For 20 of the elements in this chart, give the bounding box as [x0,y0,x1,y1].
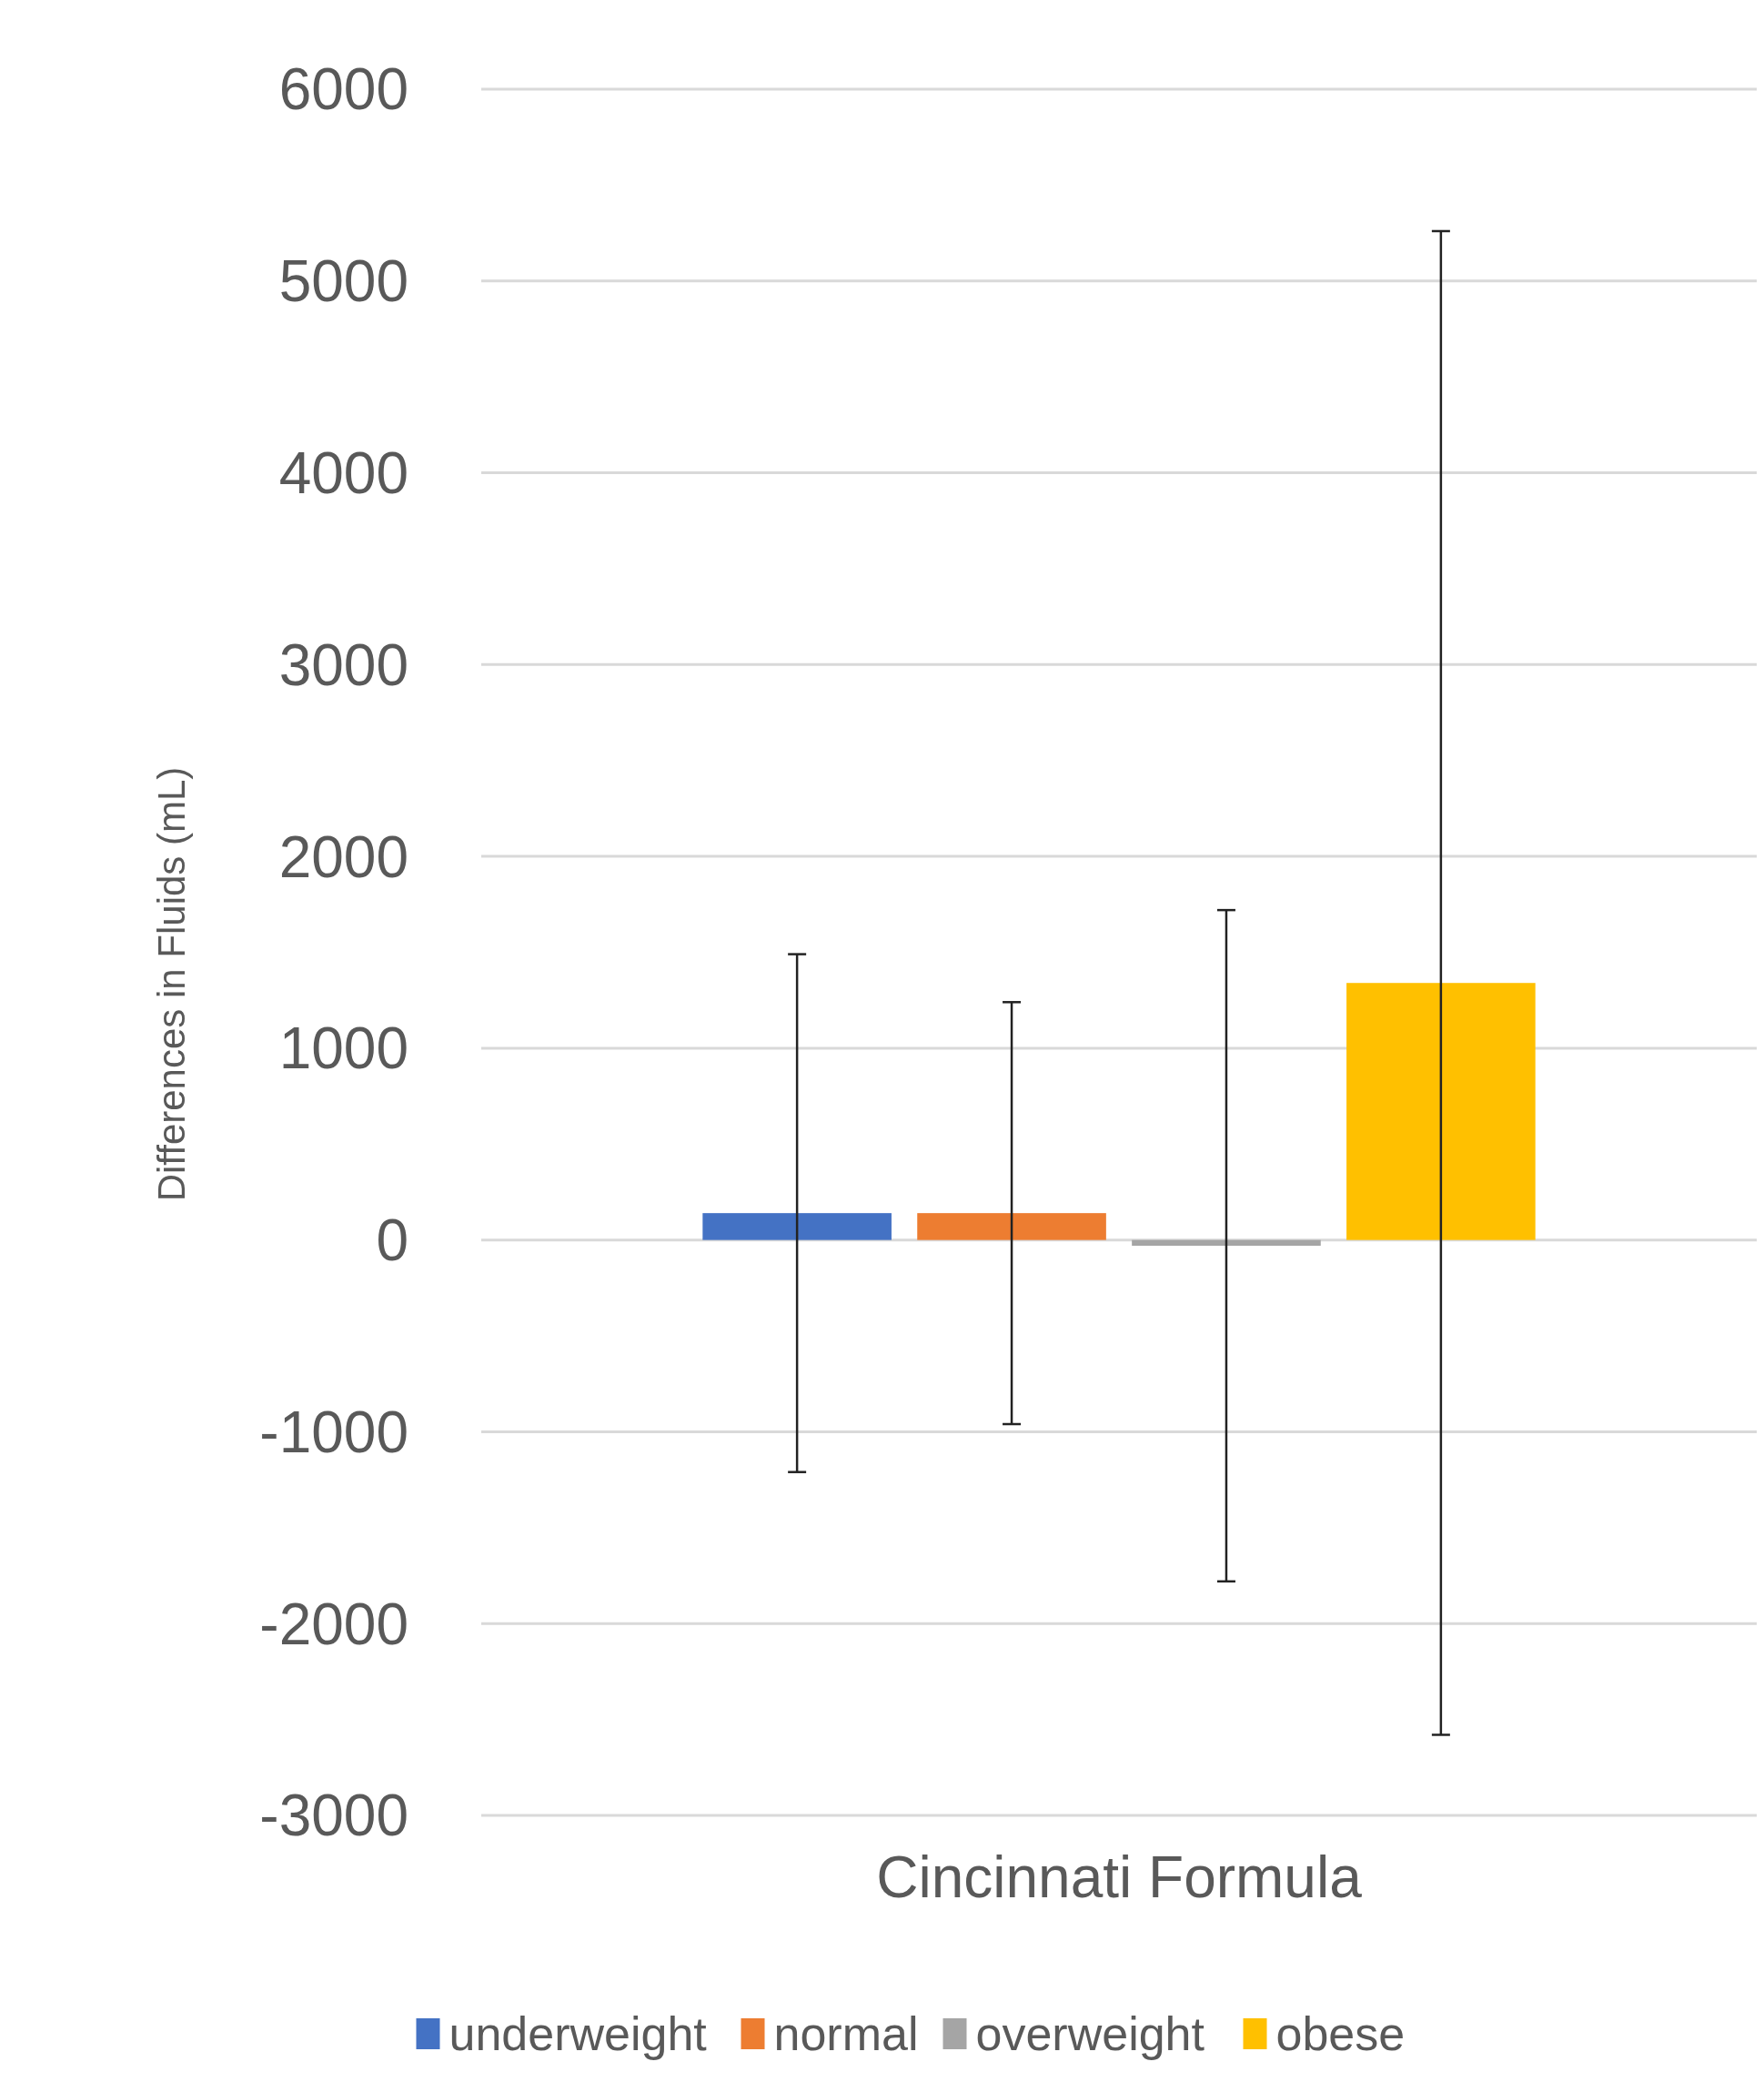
y-tick-label: 2000 [278,824,408,890]
y-tick-label: -3000 [259,1783,408,1849]
y-tick-label: 4000 [278,440,408,506]
bar [702,1213,892,1240]
y-tick-label: -1000 [259,1399,408,1465]
x-tick-label: Cincinnati Formula [876,1844,1363,1910]
legend-label: normal [773,2007,919,2061]
y-tick-label: 6000 [278,56,408,123]
y-tick-label: 5000 [278,248,408,315]
legend-label: obese [1275,2007,1406,2061]
y-tick-label: 0 [376,1208,408,1274]
bar [917,1213,1106,1240]
legend-label: overweight [975,2007,1205,2061]
y-axis-title: Differences in Fluids (mL) [150,766,193,1202]
bar [1132,1239,1321,1246]
y-tick-label: 1000 [278,1016,408,1082]
y-tick-label: 3000 [278,632,408,698]
bar [1346,983,1536,1240]
y-tick-label: -2000 [259,1591,408,1657]
legend-label: underweight [449,2007,708,2061]
